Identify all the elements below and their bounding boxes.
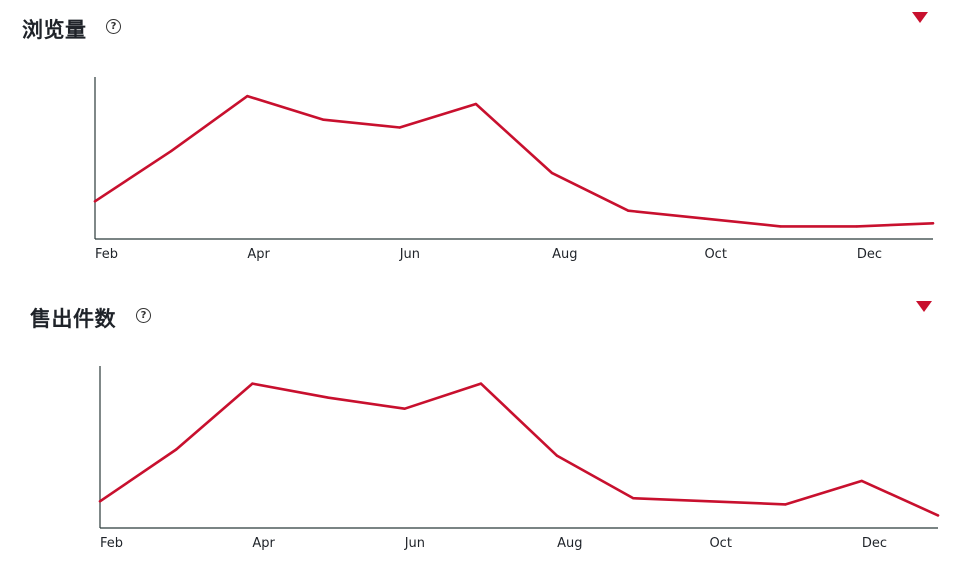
series-line: [98, 382, 940, 517]
data-point: [550, 171, 554, 175]
sold-items-panel: 售出件数 ? Feb Apr Jun Aug Oct Dec: [0, 290, 965, 573]
x-tick-label: Jun: [399, 247, 420, 262]
data-point: [931, 222, 935, 225]
caret-down-icon[interactable]: [912, 12, 928, 23]
data-point: [708, 500, 711, 503]
panel-title: 售出件数: [30, 307, 116, 331]
data-point: [169, 149, 173, 153]
data-point: [479, 382, 483, 385]
sold-items-line-chart: Feb Apr Jun Aug Oct Dec: [98, 366, 940, 551]
x-tick-label: Feb: [95, 247, 118, 262]
data-point: [327, 396, 330, 399]
data-point: [246, 94, 249, 98]
x-tick-label: Aug: [557, 536, 582, 551]
data-point: [474, 102, 478, 106]
data-point: [93, 200, 97, 203]
data-point: [98, 500, 102, 503]
views-panel: 浏览量 ? Feb Apr Jun Aug Oct Dec: [22, 12, 935, 262]
x-tick-label: Dec: [857, 247, 882, 262]
data-point: [855, 225, 859, 228]
data-point: [398, 126, 401, 129]
data-point: [860, 479, 864, 483]
data-point: [555, 454, 559, 457]
question-circle-icon[interactable]: ?: [106, 19, 121, 34]
x-tick-label: Oct: [704, 247, 726, 262]
x-tick-label: Oct: [709, 536, 731, 551]
x-tick-label: Dec: [862, 536, 887, 551]
data-point: [779, 225, 782, 228]
data-point: [703, 217, 706, 220]
caret-down-icon[interactable]: [916, 301, 932, 312]
views-line-chart: Feb Apr Jun Aug Oct Dec: [93, 77, 935, 262]
series-line: [93, 94, 935, 228]
data-point: [403, 407, 406, 410]
question-circle-icon[interactable]: ?: [136, 308, 151, 323]
panel-title: 浏览量: [22, 18, 87, 42]
data-point: [174, 448, 178, 451]
x-tick-label: Jun: [404, 536, 425, 551]
x-tick-label: Apr: [252, 536, 275, 551]
data-point: [322, 118, 325, 121]
data-point: [936, 514, 940, 517]
x-tick-label: Apr: [247, 247, 270, 262]
data-point: [627, 209, 630, 212]
data-point: [632, 496, 635, 500]
x-tick-label: Feb: [100, 536, 123, 551]
data-point: [251, 382, 254, 385]
x-tick-label: Aug: [552, 247, 577, 262]
data-point: [784, 503, 787, 506]
